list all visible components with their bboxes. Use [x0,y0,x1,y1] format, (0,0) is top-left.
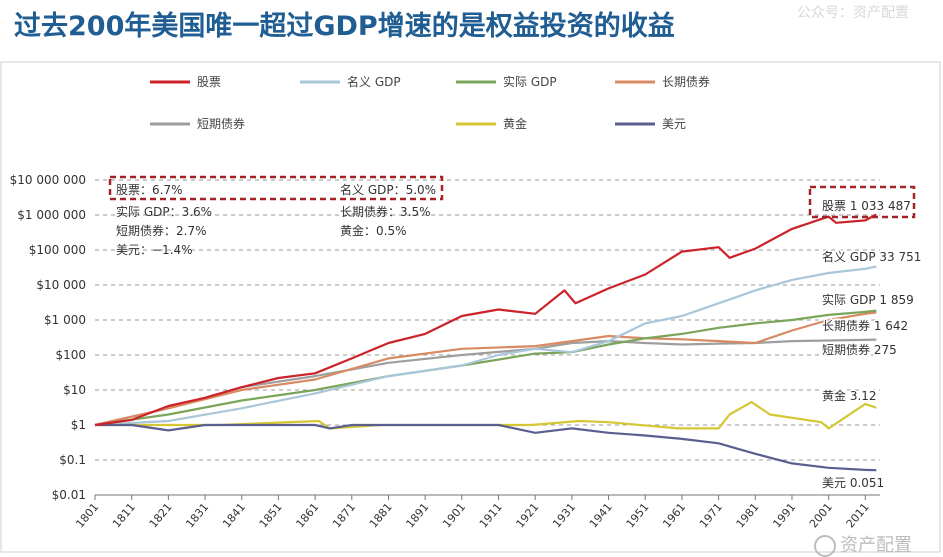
rate-label: 长期债券：3.5% [340,204,431,219]
x-tick-label: 1841 [220,501,248,531]
legend-label: 实际 GDP [503,74,557,89]
rate-label: 股票：6.7% [116,183,183,197]
legend-label: 长期债券 [662,74,710,89]
x-axis-ticks: 1801 1811 1821 1831 1841 1851 1861 1871 1881 1891… [73,494,880,531]
watermark-bottom-text: 资产配置 [840,535,912,556]
legend-label: 黄金 [503,116,527,131]
x-tick-label: 1941 [587,501,615,531]
x-tick-label: 1911 [477,501,505,531]
rate-label: 实际 GDP：3.6% [116,204,212,219]
series-end-label: 实际 GDP 1 859 [822,292,914,307]
chart-frame [0,61,941,553]
y-tick-label: $1 000 000 [17,208,86,222]
y-tick-label: $1 [71,418,86,432]
x-tick-label: 1881 [367,501,395,531]
series-end-label: 短期债券 275 [822,342,897,357]
x-tick-label: 1991 [770,501,798,531]
series-line [94,265,877,427]
rate-label: 短期债券：2.7% [116,223,207,238]
gridlines [95,179,880,496]
y-axis-ticks: $10 000 000 $1 000 000 $100 000 $10 000 $1 0… [10,173,86,502]
series-line [94,309,877,427]
x-tick-label: 1821 [147,501,175,531]
annotations: 股票：6.7% 名义 GDP：5.0% 实际 GDP：3.6% 短期债券：2.7% 美元… [108,175,444,257]
y-tick-label: $0.01 [52,488,86,502]
chart-title: 过去200年美国唯一超过GDP增速的是权益投资的收益 [14,11,675,42]
y-tick-label: $100 [55,348,86,362]
y-tick-label: $10 000 000 [10,173,86,187]
x-tick-label: 1981 [734,501,762,531]
y-tick-label: $1 000 [44,313,86,327]
y-tick-label: $0.1 [59,453,86,467]
series-end-label: 股票 1 033 487 [822,199,911,213]
watermark-top: 公众号：资产配置 [797,5,909,21]
series-line [95,423,877,472]
series-line [95,401,877,430]
rate-label: 美元：−1.4% [116,243,193,257]
series-end-label: 黄金 3.12 [822,388,877,403]
series-end-label: 美元 0.051 [822,476,884,490]
x-tick-label: 1891 [403,501,431,531]
x-tick-label: 1801 [73,501,101,531]
x-tick-label: 1931 [550,501,578,531]
y-tick-label: $10 000 [36,278,86,292]
highlight-box-rates [108,175,444,201]
legend-label: 短期债券 [197,116,245,131]
x-tick-label: 1861 [293,501,321,531]
highlight-box-stock [808,185,916,219]
legend-label: 股票 [197,75,221,89]
x-tick-label: 1921 [514,501,542,531]
x-tick-label: 1811 [110,501,138,531]
series-lines [94,213,877,472]
series-end-label: 名义 GDP 33 751 [822,249,921,264]
x-tick-label: 1951 [624,501,652,531]
rate-label: 黄金：0.5% [340,223,407,238]
y-tick-label: $10 [63,383,86,397]
series-line [94,213,877,427]
x-tick-label: 1871 [330,501,358,531]
x-tick-label: 2001 [807,501,835,531]
rate-label: 名义 GDP：5.0% [340,182,436,197]
legend-label: 美元 [662,117,686,131]
wechat-icon [814,535,836,557]
watermark-bottom: 资产配置 [814,531,912,557]
end-labels: 股票 1 033 487 名义 GDP 33 751 实际 GDP 1 859 长期债… [808,185,923,492]
series-line [94,338,877,427]
x-tick-label: 1831 [183,501,211,531]
x-tick-label: 1971 [697,501,725,531]
series-line [94,311,877,427]
x-tick-label: 1901 [440,501,468,531]
x-tick-label: 2011 [844,501,872,531]
y-tick-label: $100 000 [29,243,86,257]
series-end-label: 长期债券 1 642 [822,318,908,333]
x-tick-label: 1851 [257,501,285,531]
x-tick-label: 1961 [660,501,688,531]
legend-label: 名义 GDP [347,74,401,89]
